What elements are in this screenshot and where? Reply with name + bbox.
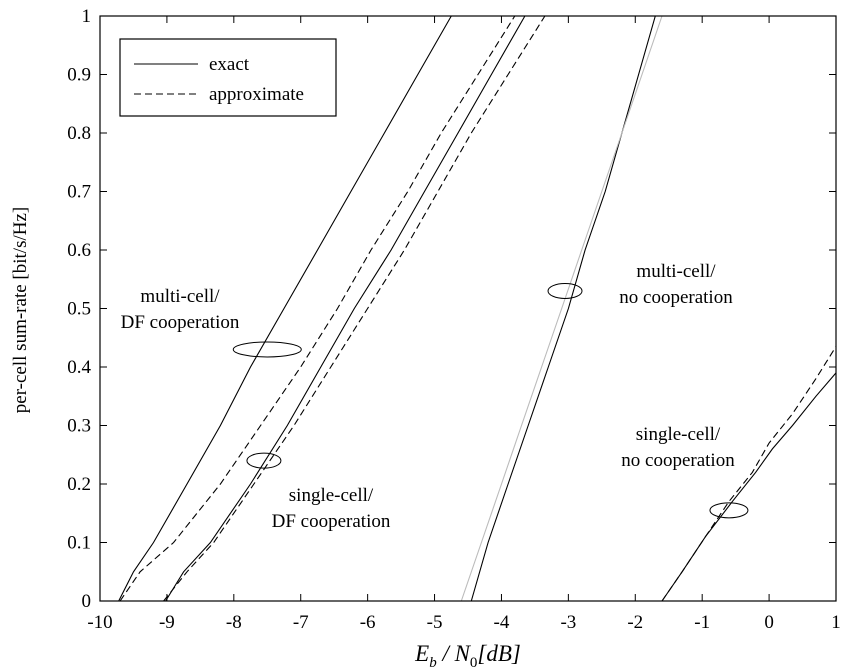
annotation-ellipse <box>232 341 302 358</box>
annotations-layer: multi-cell/DF cooperation single-cell/DF … <box>121 261 749 532</box>
x-axis-title-e: E <box>414 641 429 666</box>
x-tick-label: 1 <box>831 612 841 633</box>
curve-single-cell-df-dashed <box>163 15 546 602</box>
y-tick-label: 0.1 <box>67 533 91 554</box>
annotation-label: single-cell/ <box>636 424 721 445</box>
curve-single-cell-nocoop-solid <box>661 372 837 602</box>
curve-multi-cell-df-dashed <box>119 15 516 602</box>
x-tick-label: -6 <box>360 612 376 633</box>
y-axis-ticks: 0 0.1 0.2 0.3 0.4 0.5 0.6 0.7 0.8 0.9 1 <box>67 6 836 612</box>
y-axis-title: per-cell sum-rate [bit/s/Hz] <box>10 207 31 413</box>
x-axis-title-slash-n: / N <box>437 641 472 666</box>
curves-layer <box>118 15 837 602</box>
annotation-label: no cooperation <box>621 450 735 471</box>
legend: exact approximate <box>119 38 337 117</box>
legend-box <box>119 38 337 117</box>
annotation-ellipse <box>547 282 583 299</box>
x-tick-label: -10 <box>87 612 112 633</box>
annotation-ellipse <box>246 452 282 469</box>
y-tick-label: 0.4 <box>67 357 91 378</box>
annotation-label: single-cell/ <box>289 485 374 506</box>
y-tick-label: 0.5 <box>67 299 91 320</box>
curve-single-cell-nocoop-dashed <box>661 346 837 602</box>
x-tick-label: -3 <box>560 612 576 633</box>
annotation-label: multi-cell/ <box>636 261 716 282</box>
annotation-label: no cooperation <box>619 287 733 308</box>
x-tick-label: -8 <box>226 612 242 633</box>
annotation-label: DF cooperation <box>121 312 240 333</box>
x-tick-label: 0 <box>764 612 774 633</box>
curve-multi-cell-nocoop-solid <box>460 15 663 602</box>
curve-multi-cell-nocoop-solid <box>470 15 656 602</box>
legend-label-exact: exact <box>209 54 250 75</box>
annotation-ellipse <box>709 502 749 519</box>
x-axis-ticks: -10 -9 -8 -7 -6 -5 -4 -3 -2 -1 0 1 <box>87 16 841 633</box>
x-tick-label: -5 <box>427 612 443 633</box>
x-tick-label: -9 <box>159 612 175 633</box>
y-tick-label: 0.2 <box>67 474 91 495</box>
y-tick-label: 1 <box>82 6 92 27</box>
x-axis-title: Eb / N0[dB] <box>414 641 521 670</box>
x-tick-label: -1 <box>694 612 710 633</box>
curve-single-cell-df-solid <box>165 15 526 602</box>
x-tick-label: -7 <box>293 612 309 633</box>
y-tick-label: 0 <box>82 591 92 612</box>
y-tick-label: 0.8 <box>67 123 91 144</box>
x-axis-title-sub-b: b <box>429 655 437 670</box>
curve-multi-cell-df-solid <box>118 15 452 602</box>
legend-label-approximate: approximate <box>209 84 304 105</box>
y-tick-label: 0.9 <box>67 65 91 86</box>
annotation-label: multi-cell/ <box>140 286 220 307</box>
x-axis-title-sub-0: 0 <box>470 655 478 670</box>
y-tick-label: 0.3 <box>67 416 91 437</box>
y-tick-label: 0.7 <box>67 182 91 203</box>
x-tick-label: -2 <box>627 612 643 633</box>
annotation-label: DF cooperation <box>272 511 391 532</box>
x-axis-title-unit: [dB] <box>477 641 520 666</box>
y-tick-label: 0.6 <box>67 240 91 261</box>
x-tick-label: -4 <box>494 612 510 633</box>
